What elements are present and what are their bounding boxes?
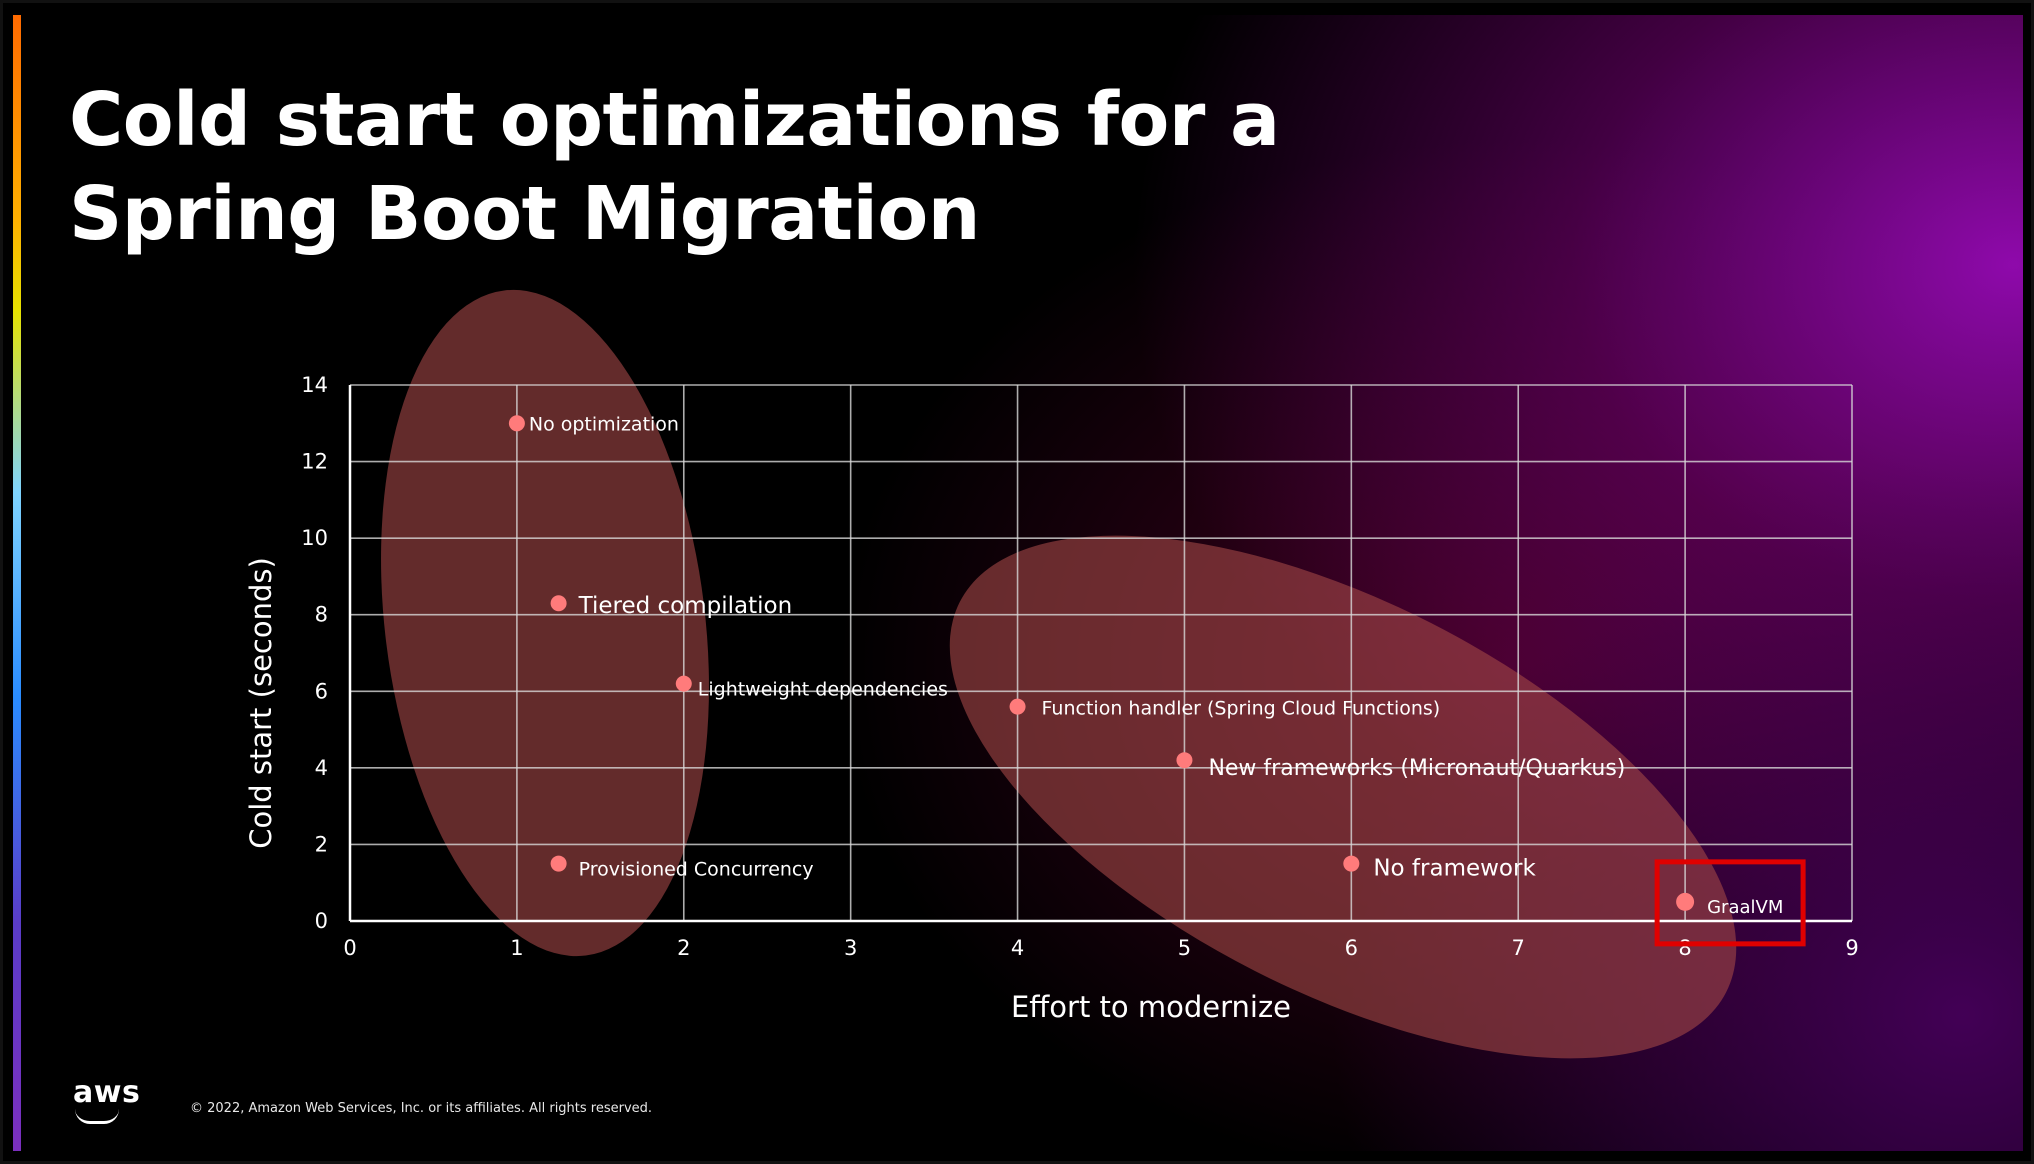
y-tick-label-5: 10 (301, 526, 328, 550)
slide-title-line-2: Spring Boot Migration (69, 171, 980, 257)
slide-title: Cold start optimizations for a Spring Bo… (69, 73, 1280, 261)
point-marker-4 (1009, 698, 1026, 715)
y-tick-label-6: 12 (301, 450, 328, 474)
point-label-3: Provisioned Concurrency (579, 859, 814, 881)
point-label-2: Lightweight dependencies (698, 679, 948, 701)
x-tick-label-0: 0 (343, 936, 356, 960)
point-label-5: New frameworks (Micronaut/Quarkus) (1208, 756, 1625, 781)
y-tick-label-7: 14 (301, 373, 328, 397)
point-label-1: Tiered compilation (578, 593, 793, 619)
chart-grid (349, 384, 1853, 922)
x-tick-label-6: 6 (1345, 936, 1358, 960)
point-marker-2 (675, 675, 692, 692)
cluster-ellipse-right (949, 535, 1737, 1059)
cluster-ellipse-left (381, 289, 709, 957)
cluster-ellipses (381, 289, 1737, 1059)
y-tick-label-1: 2 (315, 832, 328, 856)
highlight-layer (1654, 859, 1806, 947)
y-tick-label-4: 8 (315, 603, 328, 627)
accent-gradient-bar (13, 15, 21, 1151)
x-tick-label-2: 2 (677, 936, 690, 960)
point-marker-5 (1176, 752, 1193, 769)
y-axis-title: Cold start (seconds) (244, 557, 278, 849)
point-label-7: GraalVM (1707, 897, 1783, 918)
chart-axes (348, 385, 1852, 923)
x-tick-label-4: 4 (1011, 936, 1024, 960)
x-tick-label-1: 1 (510, 936, 523, 960)
y-tick-label-2: 4 (315, 756, 328, 780)
aws-smile-icon (75, 1109, 119, 1124)
aws-logo: aws (73, 1075, 141, 1110)
point-label-6: No framework (1373, 856, 1536, 882)
x-axis-title: Effort to modernize (1011, 990, 1291, 1024)
point-label-0: No optimization (529, 413, 679, 435)
data-points: No optimization Tiered compilation Lightwe… (508, 413, 1783, 918)
point-marker-7 (1676, 892, 1695, 911)
copyright-text: © 2022, Amazon Web Services, Inc. or its… (190, 1101, 653, 1116)
y-tick-label-3: 6 (315, 679, 328, 703)
x-tick-label-7: 7 (1512, 936, 1525, 960)
x-tick-label-3: 3 (844, 936, 857, 960)
x-tick-label-5: 5 (1178, 936, 1191, 960)
highlight-box (1654, 859, 1806, 947)
x-tick-label-9: 9 (1845, 936, 1858, 960)
y-tick-label-0: 0 (315, 909, 328, 933)
presentation-slide: Cold start optimizations for a Spring Bo… (13, 15, 2023, 1151)
point-label-4: Function handler (Spring Cloud Functions… (1042, 698, 1441, 720)
point-marker-1 (550, 595, 567, 612)
x-tick-label-8: 8 (1678, 936, 1691, 960)
point-marker-3 (550, 855, 567, 872)
point-marker-0 (508, 415, 525, 432)
point-marker-6 (1343, 855, 1360, 872)
slide-title-line-1: Cold start optimizations for a (69, 77, 1280, 163)
